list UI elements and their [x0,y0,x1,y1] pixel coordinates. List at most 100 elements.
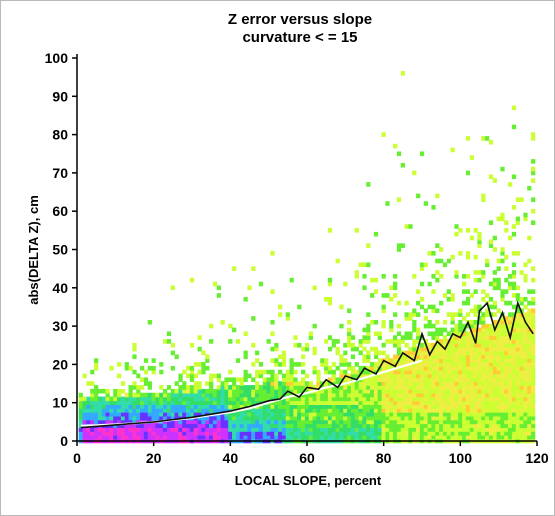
heatmap-cell [488,369,494,375]
heatmap-cell [412,350,417,356]
heatmap-cell [511,392,517,398]
heatmap-cell [220,392,225,398]
heatmap-cell [201,392,206,398]
heatmap-cell [454,415,459,421]
heatmap-cell [442,415,448,421]
heatmap-cell [496,258,501,264]
heatmap-cell [385,423,390,428]
heatmap-cell [435,427,440,432]
heatmap-cell [458,312,463,317]
heatmap-cell [113,392,118,398]
heatmap-cell [347,373,352,379]
heatmap-cell [450,411,455,417]
heatmap-cell [446,342,451,348]
heatmap-cell [366,358,371,363]
heatmap-cell [408,411,413,417]
heatmap-cell [439,381,444,386]
heatmap-cell [331,381,336,386]
heatmap-cell [82,396,87,402]
heatmap-cell [255,396,260,402]
heatmap-cell [370,434,375,440]
heatmap-cell [481,270,486,275]
heatmap-cell [492,331,497,337]
heatmap-cell [354,411,359,417]
heatmap-cell [289,411,294,417]
heatmap-cell [454,419,459,425]
heatmap-cell [347,419,352,425]
heatmap-cell [281,373,287,379]
heatmap-cell [255,358,260,363]
heatmap-cell [320,419,325,425]
heatmap-cell [270,251,275,256]
heatmap-cell [331,362,336,367]
heatmap-cell [508,419,513,425]
heatmap-cell [431,381,436,386]
heatmap-cell [423,354,428,360]
heatmap-cell [523,369,528,375]
heatmap-cell [465,404,471,409]
heatmap-cell [197,434,202,440]
heatmap-cell [404,434,409,440]
heatmap-cell [531,266,536,271]
heatmap-cell [189,385,195,390]
heatmap-cell [523,385,528,390]
heatmap-cell [523,377,528,383]
heatmap-cell [504,300,509,306]
heatmap-cell [393,369,398,375]
heatmap-cell [515,415,520,421]
heatmap-cell [101,431,106,436]
heatmap-cell [523,216,528,222]
heatmap-cell [174,396,179,402]
heatmap-cell [450,415,455,421]
heatmap-cell [412,419,417,425]
heatmap-cell [120,381,126,386]
heatmap-cell [404,350,409,356]
heatmap-cell [258,369,264,375]
heatmap-cell [531,415,536,421]
heatmap-cell [481,274,486,279]
heatmap-cell [504,346,509,352]
heatmap-cell [519,385,524,390]
heatmap-cell [301,415,306,421]
heatmap-cell [473,423,478,428]
heatmap-cell [243,350,248,356]
heatmap-cell [301,381,306,386]
heatmap-cell [393,377,398,383]
heatmap-cell [128,404,133,409]
heatmap-cell [285,316,290,321]
heatmap-cell [182,408,187,413]
heatmap-cell [285,377,290,383]
heatmap-cell [155,396,160,402]
heatmap-cell [481,197,486,203]
heatmap-cell [147,400,152,405]
heatmap-cell [515,404,520,409]
heatmap-cell [335,346,340,352]
heatmap-cell [278,369,283,375]
heatmap-cell [278,423,283,428]
heatmap-cell [435,346,440,352]
heatmap-cell [117,392,122,398]
heatmap-cell [400,335,405,340]
heatmap-cell [163,404,168,409]
heatmap-cell [343,377,348,383]
heatmap-cell [105,411,110,417]
heatmap-cell [481,316,486,321]
heatmap-cell [320,400,325,405]
heatmap-cell [454,385,459,390]
heatmap-cell [446,400,451,405]
heatmap-cell [442,396,448,402]
heatmap-cell [527,339,532,344]
heatmap-cell [266,404,271,409]
heatmap-cell [404,342,409,348]
heatmap-cell [370,411,375,417]
heatmap-cell [473,431,478,436]
heatmap-cell [370,319,375,325]
heatmap-cell [492,423,497,428]
heatmap-cell [419,419,425,425]
heatmap-cell [316,408,321,413]
heatmap-cell [366,404,371,409]
heatmap-cell [416,373,421,379]
heatmap-cell [266,427,271,432]
heatmap-cell [473,369,478,375]
heatmap-cell [515,296,520,302]
